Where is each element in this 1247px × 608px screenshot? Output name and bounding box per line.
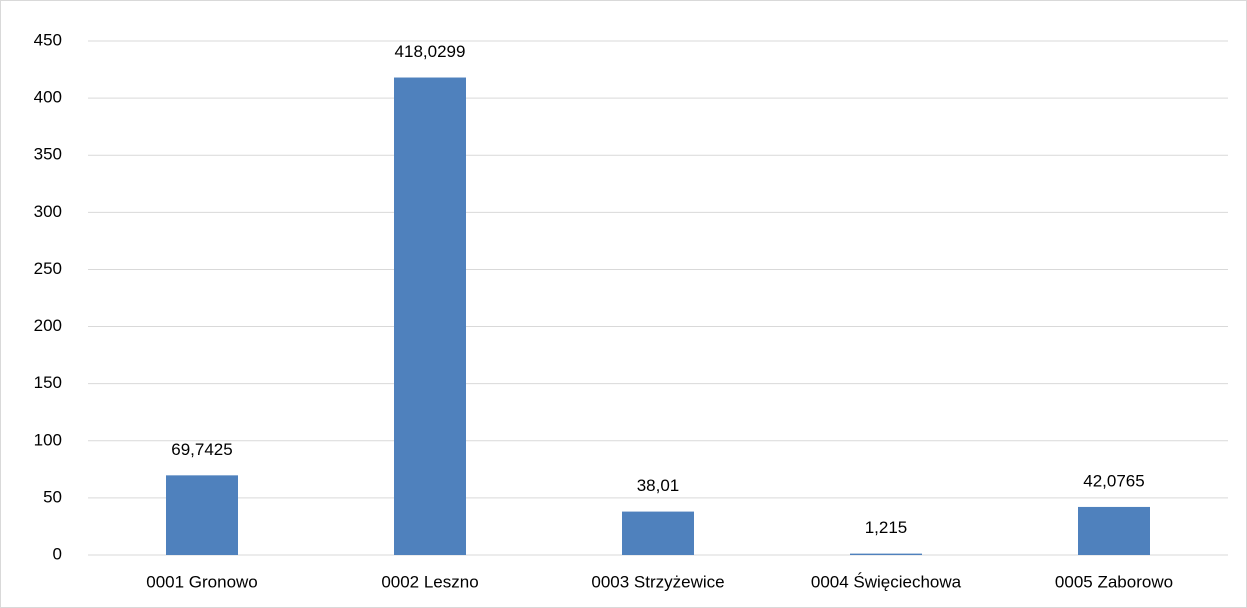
y-tick-label: 450 [34,30,62,49]
value-label: 418,0299 [395,42,466,61]
x-tick-label: 0003 Strzyżewice [591,572,724,591]
value-label: 1,215 [865,518,908,537]
value-label: 69,7425 [171,440,232,459]
bar [622,511,694,555]
bar [166,475,238,555]
y-tick-label: 400 [34,88,62,107]
y-tick-label: 150 [34,373,62,392]
bar [850,553,922,555]
x-tick-label: 0004 Święciechowa [811,572,962,591]
bar [1078,506,1150,555]
x-tick-label: 0005 Zaborowo [1055,572,1173,591]
x-tick-label: 0001 Gronowo [146,572,258,591]
y-tick-label: 100 [34,430,62,449]
y-tick-label: 250 [34,259,62,278]
y-tick-label: 50 [43,487,62,506]
x-tick-label: 0002 Leszno [381,572,478,591]
value-label: 42,0765 [1083,471,1144,490]
y-tick-label: 300 [34,202,62,221]
y-tick-label: 200 [34,316,62,335]
y-tick-label: 350 [34,145,62,164]
value-label: 38,01 [637,476,680,495]
y-tick-label: 0 [53,544,62,563]
bar [394,77,466,555]
